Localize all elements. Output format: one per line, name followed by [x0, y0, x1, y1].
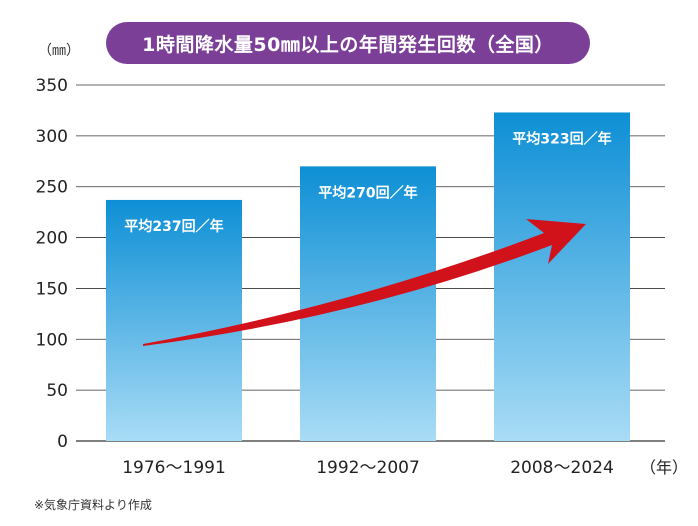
- x-tick-label: 1992～2007: [316, 458, 420, 478]
- bar: [494, 112, 630, 441]
- bar-data-label: 平均237回／年: [124, 218, 223, 235]
- y-tick-label: 200: [36, 229, 68, 249]
- y-tick-label: 150: [36, 279, 68, 299]
- y-tick-label: 250: [36, 178, 68, 198]
- bar-data-label: 平均270回／年: [318, 184, 417, 201]
- source-footnote: ※気象庁資料より作成: [34, 498, 152, 512]
- y-tick-label: 300: [36, 127, 68, 147]
- bar: [300, 166, 436, 441]
- bar: [106, 199, 242, 441]
- y-axis-unit-label: （㎜）: [38, 43, 80, 59]
- y-tick-label: 350: [36, 76, 68, 96]
- y-tick-label: 100: [36, 330, 68, 350]
- chart-title: 1時間降水量50㎜以上の年間発生回数（全国）: [106, 22, 590, 64]
- x-axis-unit-label: （年）: [640, 458, 688, 477]
- y-tick-label: 50: [46, 381, 68, 401]
- bar-data-label: 平均323回／年: [512, 130, 611, 147]
- x-tick-label: 1976～1991: [122, 458, 226, 478]
- x-tick-label: 2008～2024: [510, 458, 614, 478]
- y-tick-label: 0: [57, 432, 68, 452]
